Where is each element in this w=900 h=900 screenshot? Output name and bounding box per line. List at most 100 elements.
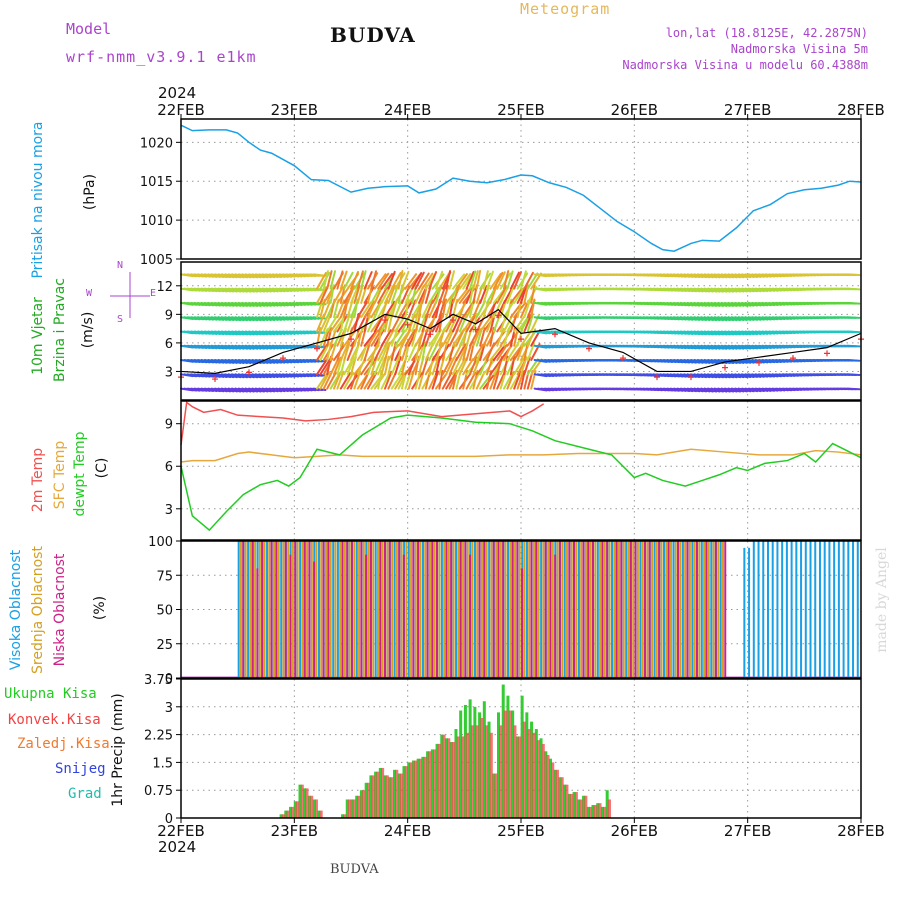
rain-conv-bar [528,729,531,818]
precip-total-label: Ukupna Kisa [4,686,97,702]
rain-conv-bar [570,794,573,818]
cloud-mid-bar [245,541,247,678]
cloud-mid-bar [405,541,407,678]
precip-conv-label: Konvek.Kisa [8,712,101,728]
y-tick-label-precipitation: 0.75 [144,784,173,799]
cloud-mid-bar [528,541,530,678]
cloud-mid-bar [325,541,327,678]
rain-conv-bar [296,801,299,818]
cloud-high-bar [772,541,774,678]
cloud-high-bar [474,541,476,678]
cloud-low-label: Niska Oblacnost [52,554,68,667]
cloud-mid-bar [382,541,384,678]
x-tick-label-bottom: 27FEB [724,822,771,840]
cloud-mid-bar [561,541,563,678]
cloud-mid-bar [613,541,615,678]
cloud-mid-bar [368,541,370,678]
wind-title2-label: Brzina i Pravac [52,278,68,382]
cloud-mid-bar [320,541,322,678]
cloud-mid-bar [703,541,705,678]
cloud-mid-bar [301,541,303,678]
rain-conv-bar [589,807,592,818]
cloud-mid-bar [599,541,601,678]
footer-location: BUDVA [330,862,379,877]
rain-conv-bar [414,761,417,818]
rain-conv-bar [362,790,365,818]
y-tick-label-clouds: 75 [156,569,173,584]
cloud-mid-bar [580,541,582,678]
cloud-mid-bar [632,541,634,678]
sfc-temp-label: SFC Temp [52,441,68,509]
cloud-mid-bar [334,541,336,678]
cloud-mid-bar [713,541,715,678]
cloud-high-bar [748,548,750,678]
altitude-text: Nadmorska Visina 5m [731,42,868,56]
rain-conv-bar [580,799,583,818]
cloud-low-bar [360,541,362,678]
cloud-mid-bar [670,541,672,678]
rain-conv-bar [547,755,550,818]
cloud-high-bar [852,541,854,678]
cloud-low-bar [483,541,485,678]
year-label-top: 2024 [158,84,196,102]
cloud-low-bar [573,541,575,678]
y-tick-label-precipitation: 2.25 [144,729,173,744]
temp2m-label: 2m Temp [30,448,46,512]
cloud-mid-bar [642,541,644,678]
cloud-high-bar [597,541,599,678]
rain-conv-bar [532,733,535,818]
cloud-high-bar [654,541,656,678]
meteogram-title: Meteogram [520,0,610,18]
cloud-low-bar [554,555,556,678]
location-title: BUDVA [330,23,416,47]
rain-conv-bar [499,725,502,818]
rain-conv-bar [603,807,606,818]
cloud-low-bar [479,541,481,678]
x-tick-label-top: 24FEB [384,101,431,119]
rain-conv-bar [509,711,512,818]
y-tick-label-pressure: 1010 [140,214,173,229]
cloud-mid-bar [495,541,497,678]
cloud-mid-bar [410,541,412,678]
cloud-high-bar [814,541,816,678]
gust-marker [824,350,830,356]
cloud-low-bar [616,541,618,678]
cloud-mid-bar [665,541,667,678]
cloud-low-bar [568,541,570,678]
cloud-mid-bar [533,541,535,678]
cloud-mid-bar [273,541,275,678]
rain-conv-bar [315,799,318,818]
wind-barb [847,374,859,375]
cloud-low-bar [417,541,419,678]
cloud-low-bar [327,541,329,678]
cloud-high-bar [356,541,358,678]
cloud-mid-bar [467,541,469,678]
cloud-mid-bar [386,541,388,678]
cloud-high-bar [663,541,665,678]
cloud-high-bar [762,541,764,678]
cloud-low-bar [658,541,660,678]
cloud-mid-bar [292,541,294,678]
cloud-low-bar [403,555,405,678]
cloud-mid-bar [443,541,445,678]
cloud-mid-bar [472,541,474,678]
cloud-mid-bar [646,541,648,678]
cloud-low-bar [313,562,315,678]
x-tick-label-bottom: 26FEB [611,822,658,840]
rain-conv-bar [542,744,545,818]
cloud-high-bar [564,541,566,678]
y-tick-label-precipitation: 3 [165,701,173,716]
cloud-high-bar [776,541,778,678]
cloud-mid-bar [623,541,625,678]
rain-conv-bar [461,736,464,818]
cloud-high-bar [701,541,703,678]
cloud-mid-bar [330,541,332,678]
cloud-mid-bar [627,541,629,678]
y-tick-label-wind: 6 [165,337,173,352]
cloud-mid-bar [509,541,511,678]
cloud-low-bar [365,555,367,678]
cloud-mid-bar [684,541,686,678]
cloud-high-bar [441,541,443,678]
axes-layer [176,114,861,823]
